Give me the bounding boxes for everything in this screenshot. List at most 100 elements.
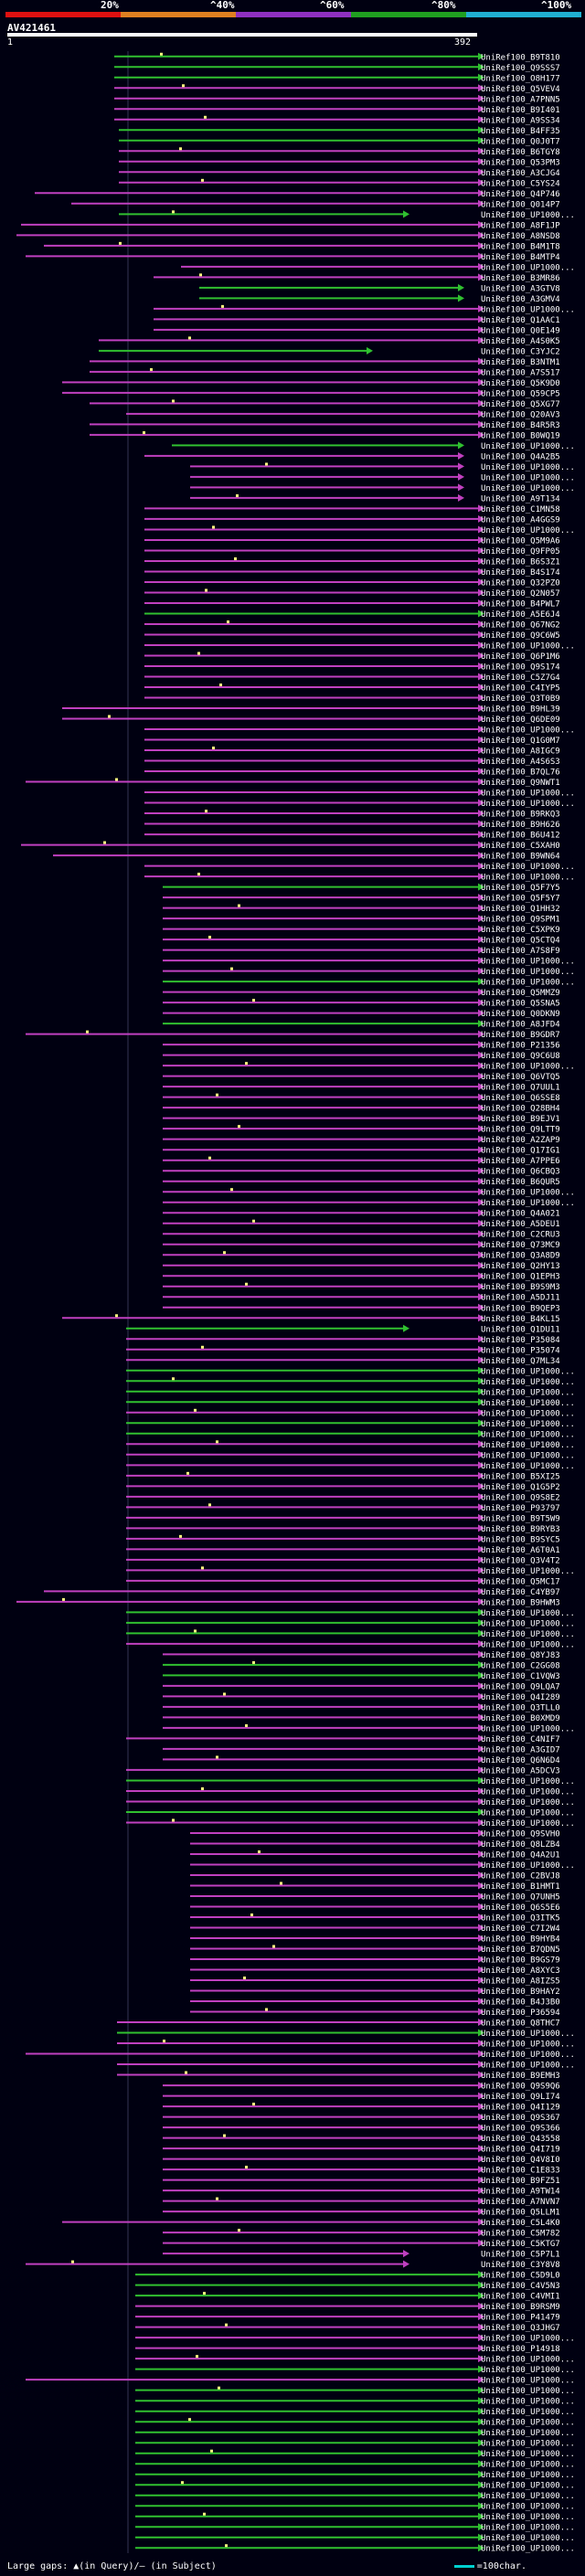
hit-row[interactable]: UniRef100_Q7UNH5 xyxy=(190,1892,560,1903)
hit-row[interactable]: UniRef100_Q32PZ0 xyxy=(144,578,560,588)
hit-label[interactable]: UniRef100_UP1000... xyxy=(481,1630,575,1639)
hit-label[interactable]: UniRef100_UP1000... xyxy=(481,2503,575,2512)
hit-label[interactable]: UniRef100_P21356 xyxy=(481,1042,560,1051)
hit-row[interactable]: UniRef100_A5DCV3 xyxy=(126,1765,560,1776)
hit-row[interactable]: UniRef100_UP1000... xyxy=(135,2512,575,2523)
hit-row[interactable]: UniRef100_C5M782 xyxy=(163,2229,560,2239)
hit-label[interactable]: UniRef100_B0XMD9 xyxy=(481,1714,560,1723)
hit-row[interactable]: UniRef100_A3GTV8 xyxy=(199,283,560,294)
hit-row[interactable]: UniRef100_B4PWL7 xyxy=(144,599,560,610)
hit-label[interactable]: UniRef100_UP1000... xyxy=(481,2377,575,2386)
hit-row[interactable]: UniRef100_UP1000... xyxy=(144,799,575,810)
hit-label[interactable]: UniRef100_Q5MC17 xyxy=(481,1577,560,1586)
hit-row[interactable]: UniRef100_A8IZS5 xyxy=(190,1977,560,1987)
hit-label[interactable]: UniRef100_C5L4K0 xyxy=(481,2219,560,2228)
hit-row[interactable]: UniRef100_Q67NG2 xyxy=(144,620,560,631)
hit-row[interactable]: UniRef100_A5E6J4 xyxy=(144,610,560,620)
hit-row[interactable]: UniRef100_B4MTP4 xyxy=(26,252,560,262)
hit-row[interactable]: UniRef100_A4GGS9 xyxy=(144,514,560,525)
hit-row[interactable]: UniRef100_Q014P7 xyxy=(71,199,560,210)
hit-row[interactable]: UniRef100_UP1000... xyxy=(135,2407,575,2418)
hit-label[interactable]: UniRef100_UP1000... xyxy=(481,2534,575,2543)
hit-row[interactable]: UniRef100_B9T5W9 xyxy=(126,1513,560,1524)
hit-row[interactable]: UniRef100_Q5SNA5 xyxy=(163,999,560,1009)
hit-row[interactable]: UniRef100_Q3JHG7 xyxy=(135,2323,560,2334)
hit-label[interactable]: UniRef100_A8F1JP xyxy=(481,221,560,230)
hit-label[interactable]: UniRef100_B4KL15 xyxy=(481,1315,560,1324)
hit-label[interactable]: UniRef100_UP1000... xyxy=(481,1430,575,1439)
hit-label[interactable]: UniRef100_C5D9L0 xyxy=(481,2272,560,2281)
hit-label[interactable]: UniRef100_Q73MC9 xyxy=(481,1241,560,1250)
hit-label[interactable]: UniRef100_UP1000... xyxy=(481,1619,575,1628)
hit-label[interactable]: UniRef100_Q4V8I0 xyxy=(481,2156,560,2165)
hit-row[interactable]: UniRef100_Q4I129 xyxy=(163,2103,560,2113)
hit-label[interactable]: UniRef100_Q67NG2 xyxy=(481,620,560,630)
hit-label[interactable]: UniRef100_C1VQW3 xyxy=(481,1672,560,1681)
hit-label[interactable]: UniRef100_P35084 xyxy=(481,1336,560,1345)
hit-row[interactable]: UniRef100_C3Y8V8 xyxy=(26,2260,560,2271)
hit-label[interactable]: UniRef100_UP1000... xyxy=(481,1640,575,1649)
hit-label[interactable]: UniRef100_C7I2W4 xyxy=(481,1924,560,1934)
hit-row[interactable]: UniRef100_B9EJV1 xyxy=(163,1114,560,1125)
hit-label[interactable]: UniRef100_B6S3Z1 xyxy=(481,557,560,567)
hit-label[interactable]: UniRef100_UP1000... xyxy=(481,2524,575,2533)
hit-label[interactable]: UniRef100_A4S0K5 xyxy=(481,337,560,346)
hit-label[interactable]: UniRef100_Q2N057 xyxy=(481,589,560,599)
hit-label[interactable]: UniRef100_UP1000... xyxy=(481,641,575,651)
hit-row[interactable]: UniRef100_Q9SPM1 xyxy=(163,915,560,925)
hit-label[interactable]: UniRef100_B9WN64 xyxy=(481,853,560,862)
hit-label[interactable]: UniRef100_B9HL39 xyxy=(481,705,560,715)
hit-row[interactable]: UniRef100_UP1000... xyxy=(190,1860,575,1871)
hit-row[interactable]: UniRef100_C5XPK9 xyxy=(163,925,560,936)
hit-label[interactable]: UniRef100_Q3TLL0 xyxy=(481,1703,560,1712)
hit-row[interactable]: UniRef100_Q5M9A6 xyxy=(144,535,560,546)
hit-row[interactable]: UniRef100_O8H177 xyxy=(114,73,560,84)
hit-row[interactable]: UniRef100_Q1DU11 xyxy=(126,1324,560,1335)
hit-row[interactable]: UniRef100_A9T134 xyxy=(190,493,560,504)
hit-row[interactable]: UniRef100_B4R5R3 xyxy=(90,420,560,430)
hit-label[interactable]: UniRef100_Q20AV3 xyxy=(481,410,560,419)
hit-row[interactable]: UniRef100_A7S8F9 xyxy=(163,946,560,957)
hit-row[interactable]: UniRef100_Q9LI74 xyxy=(163,2092,560,2103)
hit-label[interactable]: UniRef100_UP1000... xyxy=(481,1420,575,1429)
hit-label[interactable]: UniRef100_C1MN58 xyxy=(481,505,560,514)
hit-label[interactable]: UniRef100_B3MR86 xyxy=(481,274,560,283)
hit-label[interactable]: UniRef100_Q4A021 xyxy=(481,1210,560,1219)
hit-row[interactable]: UniRef100_P21356 xyxy=(163,1041,560,1051)
hit-row[interactable]: UniRef100_Q9NWT1 xyxy=(26,778,560,789)
hit-row[interactable]: UniRef100_Q9S8E2 xyxy=(126,1492,560,1503)
hit-label[interactable]: UniRef100_Q6VTQ5 xyxy=(481,1073,560,1082)
hit-label[interactable]: UniRef100_Q43558 xyxy=(481,2135,560,2144)
hit-label[interactable]: UniRef100_UP1000... xyxy=(481,1567,575,1576)
hit-label[interactable]: UniRef100_Q9FP05 xyxy=(481,547,560,557)
hit-label[interactable]: UniRef100_A5DCV3 xyxy=(481,1766,560,1776)
hit-label[interactable]: UniRef100_A4S6S3 xyxy=(481,758,560,767)
hit-label[interactable]: UniRef100_B4S174 xyxy=(481,568,560,578)
hit-row[interactable]: UniRef100_B4KL15 xyxy=(62,1314,560,1324)
hit-label[interactable]: UniRef100_Q3T0B9 xyxy=(481,694,560,704)
hit-row[interactable]: UniRef100_UP1000... xyxy=(144,641,575,652)
hit-row[interactable]: UniRef100_A7PPE6 xyxy=(163,1156,560,1167)
hit-row[interactable]: UniRef100_Q6N6D4 xyxy=(163,1755,560,1765)
hit-row[interactable]: UniRef100_UP1000... xyxy=(144,525,575,535)
hit-label[interactable]: UniRef100_Q9LQA7 xyxy=(481,1682,560,1691)
hit-label[interactable]: UniRef100_Q6S5E6 xyxy=(481,1903,560,1913)
hit-label[interactable]: UniRef100_Q9S9Q6 xyxy=(481,2083,560,2092)
hit-row[interactable]: UniRef100_UP1000... xyxy=(126,1629,575,1639)
hit-label[interactable]: UniRef100_B9HAY2 xyxy=(481,1988,560,1997)
hit-row[interactable]: UniRef100_Q6P1M6 xyxy=(144,652,560,662)
hit-label[interactable]: UniRef100_Q9S366 xyxy=(481,2125,560,2134)
hit-row[interactable]: UniRef100_Q9LQA7 xyxy=(163,1681,560,1692)
hit-row[interactable]: UniRef100_B9T810 xyxy=(114,52,560,62)
hit-label[interactable]: UniRef100_A4GGS9 xyxy=(481,515,560,525)
hit-row[interactable]: UniRef100_C1VQW3 xyxy=(163,1671,560,1681)
hit-label[interactable]: UniRef100_UP1000... xyxy=(481,2051,575,2060)
hit-label[interactable]: UniRef100_A6T0A1 xyxy=(481,1546,560,1555)
hit-label[interactable]: UniRef100_UP1000... xyxy=(481,2440,575,2449)
hit-row[interactable]: UniRef100_B6S3Z1 xyxy=(144,557,560,567)
hit-label[interactable]: UniRef100_P35074 xyxy=(481,1346,560,1355)
hit-label[interactable]: UniRef100_UP1000... xyxy=(481,2471,575,2480)
hit-label[interactable]: UniRef100_Q6P1M6 xyxy=(481,652,560,662)
hit-label[interactable]: UniRef100_B6TGY8 xyxy=(481,148,560,157)
hit-row[interactable]: UniRef100_Q5K9D0 xyxy=(62,378,560,388)
